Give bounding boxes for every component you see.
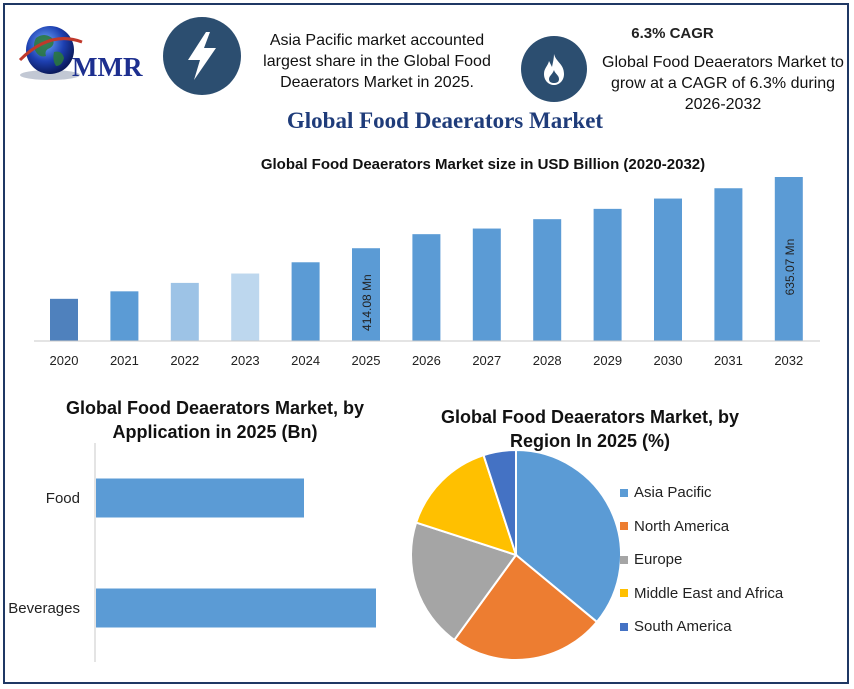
- legend-swatch: [620, 488, 628, 497]
- legend-swatch: [620, 589, 628, 598]
- application-chart-title: Global Food Deaerators Market, by Applic…: [65, 398, 365, 442]
- region-chart-title: Global Food Deaerators Market, by Region…: [440, 407, 740, 451]
- flame-icon: [521, 36, 587, 102]
- lightning-bolt-glyph: [188, 32, 216, 80]
- legend-label: Asia Pacific: [634, 484, 712, 502]
- legend-label: Middle East and Africa: [634, 584, 784, 602]
- globe-icon: [18, 26, 83, 80]
- legend-label: South America: [634, 618, 732, 636]
- cagr-title: 6.3% CAGR: [631, 25, 714, 42]
- legend-swatch: [620, 555, 628, 564]
- main-title: Global Food Deaerators Market: [286, 108, 604, 133]
- logo: MMR: [14, 20, 159, 86]
- info-text-left: Asia Pacific market accounted largest sh…: [263, 32, 491, 91]
- legend-swatch: [620, 522, 628, 531]
- legend-label: North America: [634, 517, 730, 535]
- info-text-right: Global Food Deaerators Market to grow at…: [602, 54, 844, 113]
- legend-item: North America: [620, 510, 840, 544]
- legend-item: Asia Pacific: [620, 476, 840, 510]
- logo-text: MMR: [72, 52, 143, 82]
- legend-label: Europe: [634, 551, 683, 569]
- pie-legend: Asia Pacific North America Europe Middle Ea…: [620, 476, 840, 644]
- legend-swatch: [620, 622, 628, 631]
- legend-item: South America: [620, 610, 840, 644]
- lightning-bolt-icon: [163, 17, 241, 95]
- flame-glyph: [544, 54, 564, 85]
- legend-item: Europe: [620, 543, 840, 577]
- legend-item: Middle East and Africa: [620, 577, 840, 611]
